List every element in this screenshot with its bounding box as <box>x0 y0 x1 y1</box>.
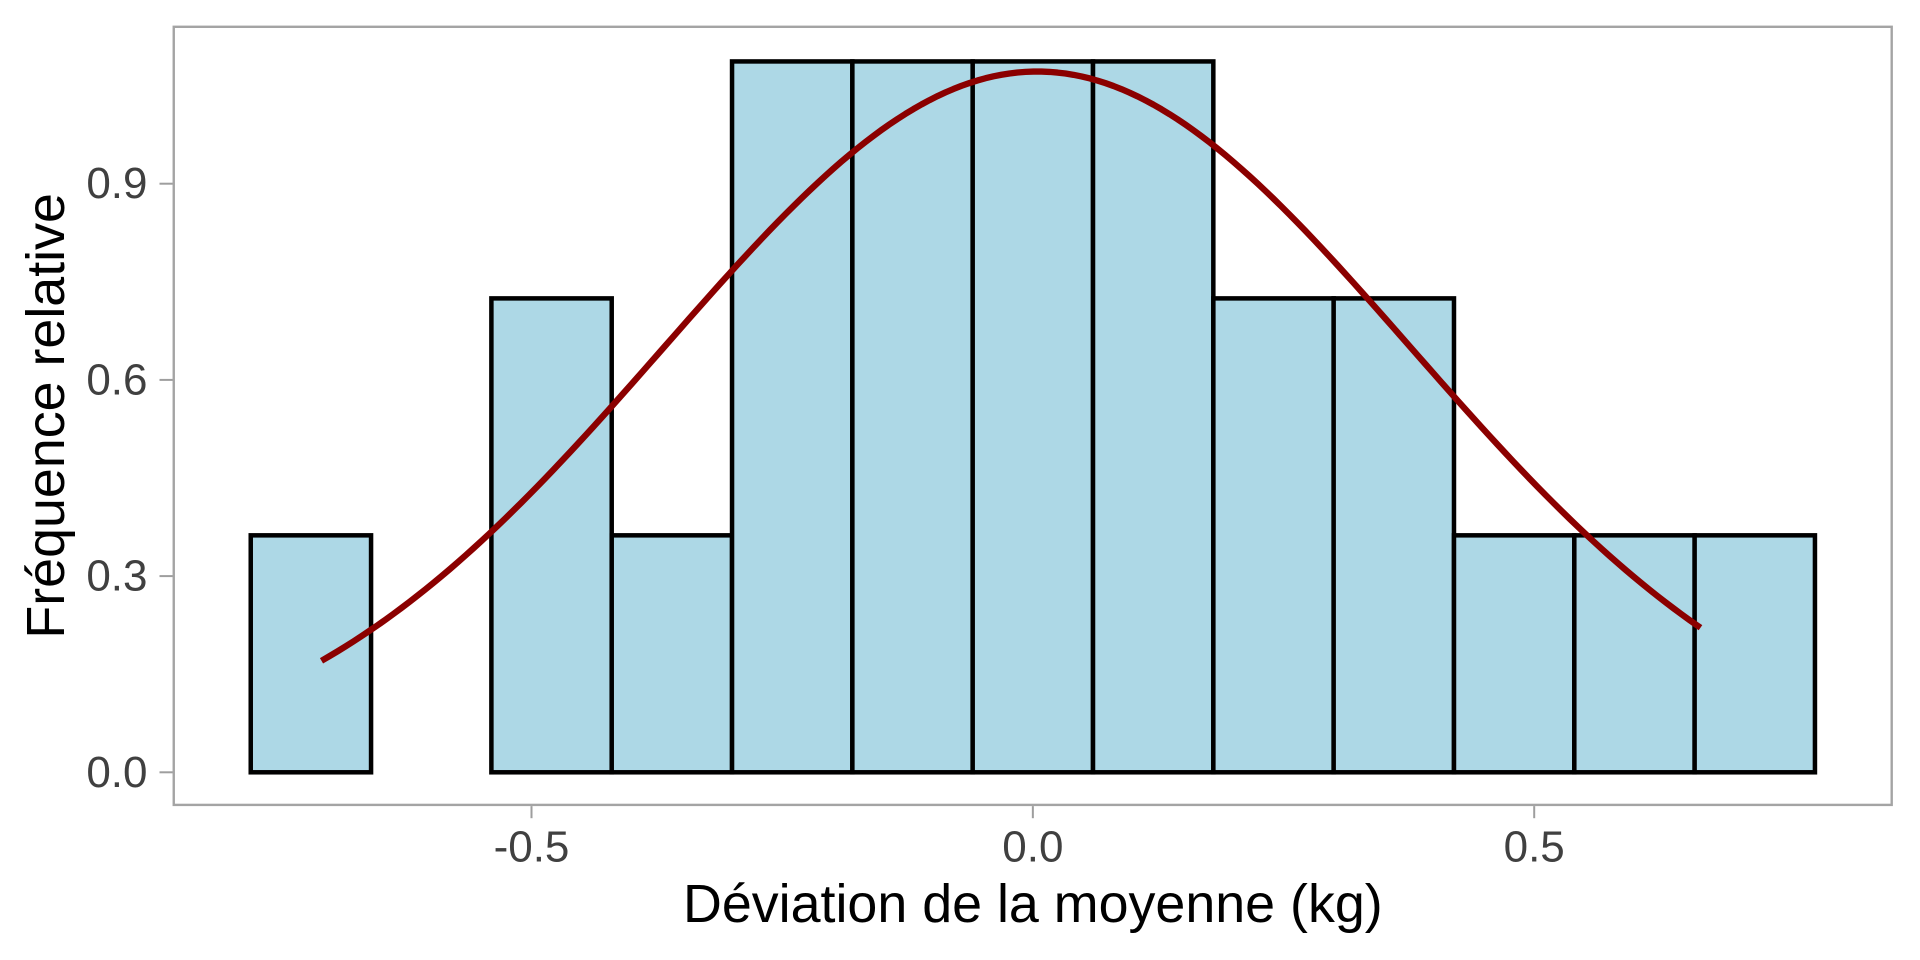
svg-text:0.5: 0.5 <box>1504 823 1565 872</box>
svg-text:-0.5: -0.5 <box>494 823 570 872</box>
svg-text:0.6: 0.6 <box>86 355 147 404</box>
svg-text:Déviation de la moyenne (kg): Déviation de la moyenne (kg) <box>683 874 1383 934</box>
svg-text:0.0: 0.0 <box>1002 823 1063 872</box>
svg-text:Fréquence relative: Fréquence relative <box>16 193 76 639</box>
svg-text:0.3: 0.3 <box>86 552 147 601</box>
svg-text:0.0: 0.0 <box>86 748 147 797</box>
svg-text:0.9: 0.9 <box>86 159 147 208</box>
